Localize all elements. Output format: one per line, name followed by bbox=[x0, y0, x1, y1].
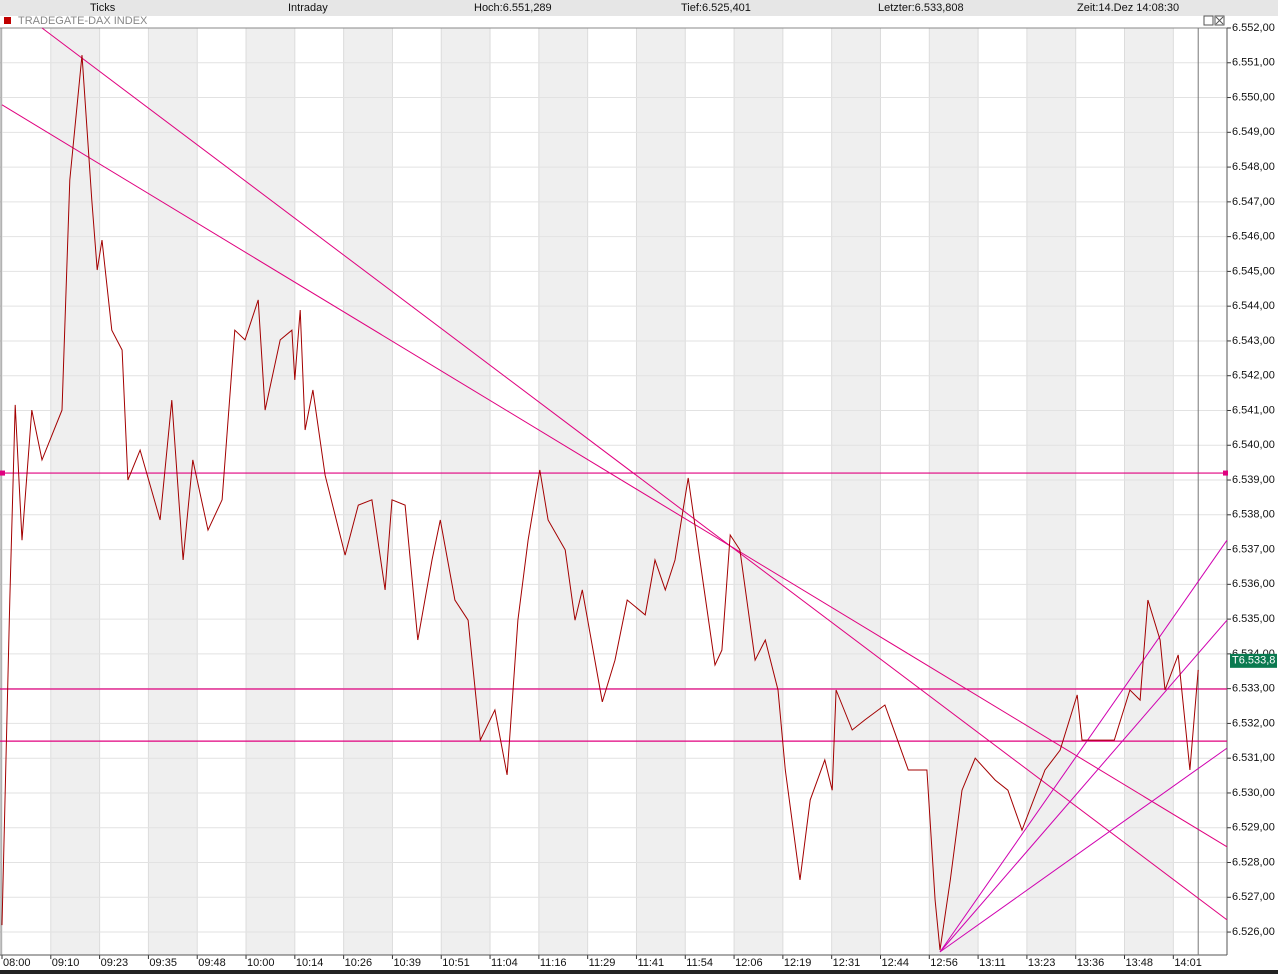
column-band bbox=[734, 28, 783, 955]
y-tick-label: 6.546,00 bbox=[1232, 231, 1275, 243]
x-tick-label: 12:44 bbox=[881, 957, 909, 969]
y-tick-label: 6.538,00 bbox=[1232, 509, 1275, 521]
bottom-strip bbox=[0, 970, 1278, 974]
x-tick-label: 12:31 bbox=[833, 957, 861, 969]
column-band bbox=[929, 28, 979, 955]
header-high: Hoch:6.551,289 bbox=[474, 2, 552, 14]
y-tick-label: 6.529,00 bbox=[1232, 822, 1275, 834]
y-tick-label: 6.526,00 bbox=[1232, 926, 1275, 938]
x-tick-label: 11:54 bbox=[686, 957, 713, 969]
header-period: Intraday bbox=[288, 2, 328, 14]
x-tick-label: 12:56 bbox=[930, 957, 958, 969]
x-tick-label: 12:06 bbox=[735, 957, 763, 969]
y-tick-label: 6.530,00 bbox=[1232, 787, 1275, 799]
y-tick-label: 6.552,00 bbox=[1232, 22, 1275, 34]
x-tick-label: 09:23 bbox=[101, 957, 129, 969]
x-tick-label: 11:29 bbox=[589, 957, 616, 969]
y-tick-label: 6.541,00 bbox=[1232, 404, 1275, 416]
y-tick-label: 6.533,00 bbox=[1232, 683, 1275, 695]
chart-title: TRADEGATE-DAX INDEX bbox=[18, 15, 148, 27]
x-tick-label: 10:26 bbox=[345, 957, 373, 969]
x-tick-label: 14:01 bbox=[1174, 957, 1202, 969]
x-tick-label: 13:23 bbox=[1028, 957, 1056, 969]
y-tick-label: 6.535,00 bbox=[1232, 613, 1275, 625]
header-bar bbox=[0, 0, 1278, 16]
x-tick-label: 09:48 bbox=[198, 957, 226, 969]
y-tick-label: 6.540,00 bbox=[1232, 439, 1275, 451]
y-tick-label: 6.549,00 bbox=[1232, 126, 1275, 138]
x-tick-label: 10:51 bbox=[442, 957, 470, 969]
y-tick-label: 6.550,00 bbox=[1232, 91, 1275, 103]
trend-line bbox=[1, 104, 1228, 848]
y-tick-label: 6.528,00 bbox=[1232, 856, 1275, 868]
column-band bbox=[148, 28, 198, 955]
y-tick-label: 6.548,00 bbox=[1232, 161, 1275, 173]
y-tick-label: 6.536,00 bbox=[1232, 578, 1275, 590]
trend-line bbox=[939, 747, 1228, 953]
x-tick-label: 11:16 bbox=[540, 957, 567, 969]
close-icon bbox=[1215, 16, 1224, 25]
y-tick-label: 6.532,00 bbox=[1232, 717, 1275, 729]
y-tick-label: 6.531,00 bbox=[1232, 752, 1275, 764]
y-tick-label: 6.537,00 bbox=[1232, 543, 1275, 555]
column-band bbox=[441, 28, 491, 955]
last-price-label: T6.533,8 bbox=[1232, 655, 1275, 667]
trend-line bbox=[41, 27, 1228, 921]
x-tick-label: 11:41 bbox=[637, 957, 664, 969]
x-tick-label: 09:10 bbox=[52, 957, 80, 969]
x-tick-label: 09:35 bbox=[149, 957, 177, 969]
header-mode: Ticks bbox=[90, 2, 116, 14]
line-handle bbox=[1223, 470, 1228, 476]
y-tick-label: 6.539,00 bbox=[1232, 474, 1275, 486]
window-button[interactable] bbox=[1203, 15, 1214, 26]
y-tick-label: 6.543,00 bbox=[1232, 335, 1275, 347]
header-time: Zeit:14.Dez 14:08:30 bbox=[1077, 2, 1179, 14]
header-low: Tief:6.525,401 bbox=[681, 2, 751, 14]
column-band bbox=[538, 28, 588, 955]
close-button[interactable] bbox=[1214, 15, 1225, 26]
x-tick-label: 11:04 bbox=[491, 957, 518, 969]
trend-line bbox=[939, 619, 1228, 953]
column-band bbox=[246, 28, 295, 955]
x-tick-label: 13:36 bbox=[1077, 957, 1105, 969]
column-band bbox=[636, 28, 686, 955]
y-tick-label: 6.527,00 bbox=[1232, 891, 1275, 903]
x-tick-label: 10:00 bbox=[247, 957, 275, 969]
header-last: Letzter:6.533,808 bbox=[878, 2, 964, 14]
column-band bbox=[831, 28, 881, 955]
x-tick-label: 13:48 bbox=[1126, 957, 1154, 969]
symbol-icon bbox=[4, 17, 11, 24]
y-tick-label: 6.542,00 bbox=[1232, 370, 1275, 382]
column-band bbox=[50, 28, 100, 955]
column-band bbox=[343, 28, 393, 955]
x-tick-label: 13:11 bbox=[979, 957, 1006, 969]
x-tick-label: 12:19 bbox=[784, 957, 812, 969]
y-tick-label: 6.551,00 bbox=[1232, 57, 1275, 69]
x-tick-label: 08:00 bbox=[3, 957, 31, 969]
price-line bbox=[1, 55, 1199, 951]
trend-line bbox=[939, 539, 1228, 953]
y-tick-label: 6.547,00 bbox=[1232, 196, 1275, 208]
column-band bbox=[1124, 28, 1174, 955]
y-tick-label: 6.545,00 bbox=[1232, 265, 1275, 277]
last-price-box bbox=[1230, 653, 1277, 668]
x-tick-label: 10:39 bbox=[393, 957, 421, 969]
line-handle bbox=[0, 470, 5, 476]
y-tick-label: 6.544,00 bbox=[1232, 300, 1275, 312]
x-tick-label: 10:14 bbox=[296, 957, 324, 969]
